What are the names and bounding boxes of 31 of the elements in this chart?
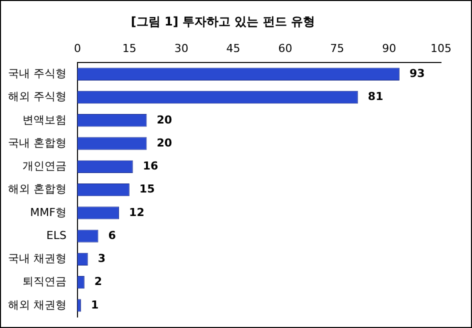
data-label: 16 xyxy=(142,160,159,173)
x-tick-label: 75 xyxy=(330,42,344,55)
data-label: 12 xyxy=(129,206,144,219)
x-tick-label: 15 xyxy=(122,42,136,55)
y-tick-label: 해외 혼합형 xyxy=(8,182,66,196)
data-label: 93 xyxy=(409,67,425,80)
data-label: 2 xyxy=(94,275,102,288)
chart-title: [그림 1] 투자하고 있는 펀드 유형 xyxy=(130,14,316,28)
y-tick-label: 퇴직연금 xyxy=(22,275,66,288)
data-label: 20 xyxy=(156,136,172,150)
x-tick-label: 105 xyxy=(430,42,452,55)
x-tick-label: 30 xyxy=(174,42,188,55)
y-tick-label: 국내 채권형 xyxy=(8,252,66,266)
x-tick-label: 45 xyxy=(226,42,240,55)
y-tick-label: 개인연금 xyxy=(22,160,66,173)
data-label: 81 xyxy=(368,90,384,104)
y-tick-label: 국내 주식형 xyxy=(8,67,66,80)
y-tick-label: 해외 채권형 xyxy=(8,298,66,312)
y-tick-label: 국내 혼합형 xyxy=(8,136,66,150)
data-label: 3 xyxy=(98,252,106,266)
data-label: 15 xyxy=(139,182,155,196)
y-tick-label: ELS xyxy=(46,228,67,242)
x-tick-label: 90 xyxy=(382,42,396,55)
y-tick-label: 변액보험 xyxy=(22,113,66,126)
x-tick-label: 0 xyxy=(74,42,81,55)
x-tick-label: 60 xyxy=(278,42,292,55)
y-tick-label: MMF형 xyxy=(30,206,66,219)
y-tick-label: 해외 주식형 xyxy=(8,90,66,104)
data-label: 6 xyxy=(108,228,116,242)
data-label: 20 xyxy=(156,113,172,126)
data-label: 1 xyxy=(90,298,99,312)
